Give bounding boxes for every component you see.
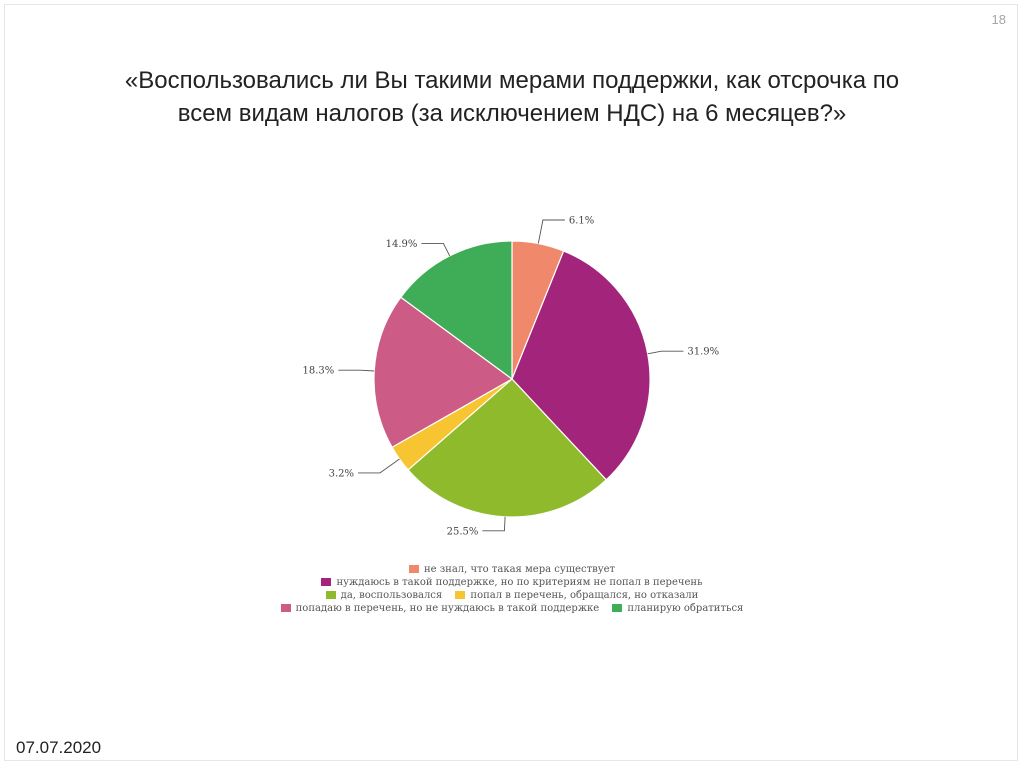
legend-label: да, воспользовался (340, 590, 443, 601)
legend-label: попал в перечень, обращался, но отказали (470, 590, 699, 601)
data-label-4: 18.3% (303, 366, 335, 377)
data-label-3: 3.2% (329, 468, 354, 479)
pie-slice-4 (373, 296, 514, 449)
chart-legend: не знал, что такая мера существует нужда… (200, 563, 824, 615)
data-label-5: 14.9% (386, 239, 418, 250)
leader-line-4 (338, 369, 375, 372)
legend-label: попадаю в перечень, но не нуждаюсь в так… (295, 603, 600, 614)
legend-row-1: не знал, что такая мера существует (200, 563, 824, 576)
legend-item-planiruyu: планирую обратиться (612, 602, 743, 615)
pie-slice-1 (511, 250, 651, 481)
chart-title-line-1: «Воспользовались ли Вы такими мерами под… (124, 67, 900, 94)
legend-swatch (321, 578, 332, 586)
legend-row-4: попадаю в перечень, но не нуждаюсь в так… (200, 602, 824, 615)
leader-line-3 (358, 458, 400, 474)
legend-label: не знал, что такая мера существует (423, 564, 616, 575)
legend-swatch (280, 604, 291, 612)
legend-swatch (408, 565, 419, 573)
legend-item-ne-nuzhdayus: попадаю в перечень, но не нуждаюсь в так… (280, 602, 600, 615)
legend-row-2: нуждаюсь в такой поддержке, но по критер… (200, 576, 824, 589)
data-label-2: 25.5% (447, 526, 479, 537)
legend-label: нуждаюсь в такой поддержке, но по критер… (336, 577, 703, 588)
legend-item-da: да, воспользовался (325, 589, 443, 602)
leader-line-2 (482, 516, 506, 532)
page-number: 18 (991, 12, 1006, 27)
pie-slice-2 (407, 378, 608, 518)
data-label-0: 6.1% (569, 216, 594, 227)
slide-date: 07.07.2020 (16, 738, 102, 757)
leader-line-5 (421, 242, 451, 257)
slide-frame (4, 4, 1018, 761)
chart-title: «Воспользовались ли Вы такими мерами под… (60, 64, 964, 130)
chart-title-line-2: всем видам налогов (за исключением НДС) … (177, 100, 847, 127)
legend-swatch (455, 591, 466, 599)
leader-line-0 (537, 219, 565, 244)
data-label-1: 31.9% (687, 347, 719, 358)
legend-item-nuzhdayus: нуждаюсь в такой поддержке, но по критер… (321, 576, 703, 589)
leader-line-1 (647, 350, 684, 355)
legend-swatch (325, 591, 336, 599)
legend-label: планирую обратиться (627, 603, 744, 614)
legend-swatch (612, 604, 623, 612)
legend-row-3: да, воспользовался попал в перечень, обр… (200, 589, 824, 602)
legend-item-ne-znal: не знал, что такая мера существует (408, 563, 616, 576)
legend-item-otkazali: попал в перечень, обращался, но отказали (455, 589, 698, 602)
